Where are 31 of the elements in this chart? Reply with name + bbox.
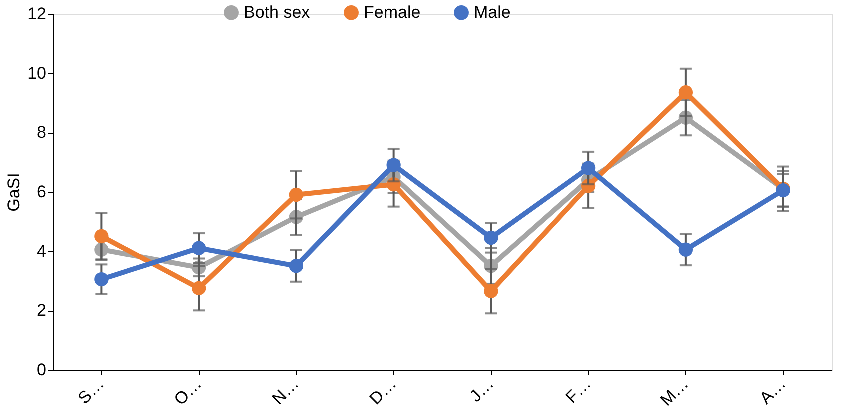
point xyxy=(192,241,206,256)
y-tick-label: 2 xyxy=(37,301,46,320)
y-tick-label: 12 xyxy=(28,4,46,24)
y-tick-label: 8 xyxy=(37,123,46,142)
y-tick-label: 0 xyxy=(37,360,46,380)
point xyxy=(94,229,109,244)
point xyxy=(581,161,596,176)
legend-label: Both sex xyxy=(244,2,311,22)
x-tick-label: J… xyxy=(466,374,498,406)
y-tick-label: 6 xyxy=(37,182,46,202)
legend-label: Female xyxy=(364,2,421,22)
point xyxy=(289,259,304,274)
x-tick-label: D… xyxy=(366,374,400,409)
point xyxy=(678,242,694,257)
y-tick-label: 4 xyxy=(37,242,46,261)
point xyxy=(484,284,498,298)
x-tick-label: A… xyxy=(756,374,790,408)
point xyxy=(289,188,304,202)
x-tick-label: M… xyxy=(656,374,692,410)
point xyxy=(386,158,401,172)
x-tick-label: N… xyxy=(268,374,303,409)
point xyxy=(678,86,694,100)
point xyxy=(94,272,109,287)
point xyxy=(484,230,498,246)
x-tick-label: O… xyxy=(170,374,206,410)
x-tick-label: F… xyxy=(562,374,595,408)
legend-label: Male xyxy=(474,2,511,22)
point xyxy=(192,281,206,296)
y-axis-title: GaSI xyxy=(4,173,24,212)
y-tick-label: 10 xyxy=(28,64,46,83)
x-tick-label: S… xyxy=(74,374,108,408)
